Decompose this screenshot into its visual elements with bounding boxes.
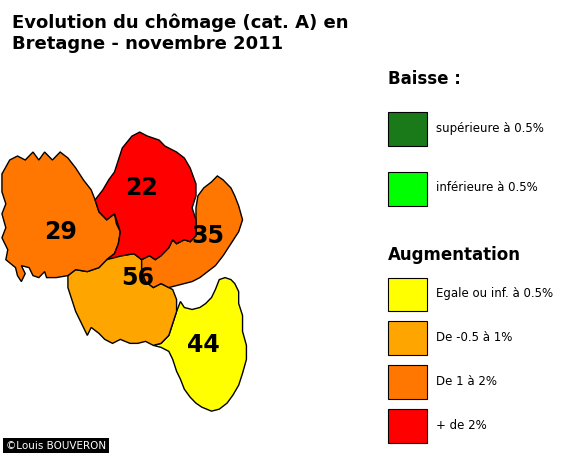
Polygon shape: [95, 132, 196, 260]
Text: Egale ou inf. à 0.5%: Egale ou inf. à 0.5%: [436, 287, 553, 300]
Polygon shape: [2, 152, 121, 282]
FancyBboxPatch shape: [388, 278, 427, 312]
Text: Evolution du chômage (cat. A) en
Bretagne - novembre 2011: Evolution du chômage (cat. A) en Bretagn…: [12, 14, 348, 53]
Polygon shape: [153, 278, 246, 411]
Text: 44: 44: [188, 333, 220, 357]
Text: De -0.5 à 1%: De -0.5 à 1%: [436, 331, 512, 344]
Text: De 1 à 2%: De 1 à 2%: [436, 375, 497, 388]
Text: 22: 22: [125, 176, 158, 200]
Text: Baisse :: Baisse :: [388, 70, 461, 88]
Text: inférieure à 0.5%: inférieure à 0.5%: [436, 181, 537, 194]
Text: 29: 29: [44, 220, 76, 244]
Text: ©Louis BOUVERON: ©Louis BOUVERON: [6, 441, 106, 451]
Polygon shape: [142, 176, 242, 288]
Polygon shape: [68, 254, 176, 345]
FancyBboxPatch shape: [388, 322, 427, 355]
Text: Augmentation: Augmentation: [388, 246, 521, 264]
Text: + de 2%: + de 2%: [436, 419, 486, 432]
FancyBboxPatch shape: [388, 172, 427, 206]
FancyBboxPatch shape: [388, 365, 427, 399]
Text: supérieure à 0.5%: supérieure à 0.5%: [436, 121, 543, 135]
Text: 56: 56: [121, 265, 154, 289]
FancyBboxPatch shape: [388, 112, 427, 146]
FancyBboxPatch shape: [388, 409, 427, 443]
Text: 35: 35: [191, 224, 224, 248]
